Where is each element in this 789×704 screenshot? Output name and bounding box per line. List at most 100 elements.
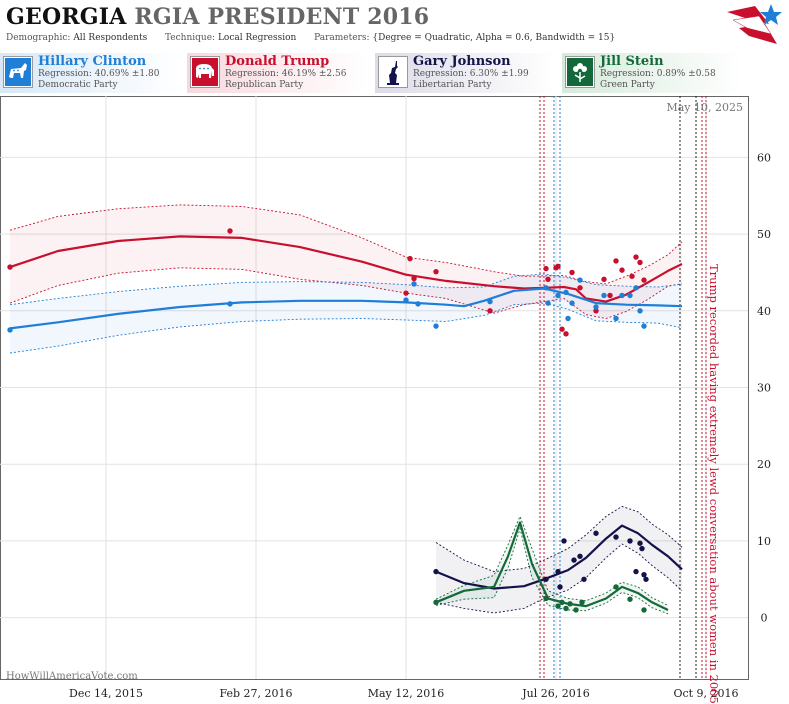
demographic-label: Demographic: bbox=[6, 33, 71, 43]
donald-trump-poll-point bbox=[411, 275, 417, 282]
jill-stein-poll-point bbox=[579, 599, 585, 605]
donald-trump-poll-point bbox=[629, 273, 635, 279]
donald-trump-poll-point bbox=[637, 259, 643, 266]
y-axis-ticks: 0 10 20 30 40 50 60 bbox=[757, 151, 771, 624]
hillary-clinton-poll-point bbox=[227, 301, 233, 307]
hillary-clinton-poll-point bbox=[555, 292, 561, 299]
hillary-clinton-poll-point bbox=[641, 323, 647, 329]
chart-date-label: May 10, 2025 bbox=[666, 101, 743, 114]
donald-trump-poll-point bbox=[633, 254, 639, 260]
jill-stein-upper-bound bbox=[435, 515, 669, 606]
gary-johnson-poll-point bbox=[561, 538, 567, 544]
technique-value: Local Regression bbox=[217, 33, 297, 43]
candidate-regression: Regression: 6.30% ±1.99 bbox=[413, 69, 529, 79]
hillary-clinton-poll-point bbox=[563, 289, 569, 296]
gary-johnson-poll-point bbox=[641, 571, 647, 578]
gary-johnson-poll-point bbox=[633, 568, 639, 575]
candidate-legend: Hillary Clinton Regression: 40.69% ±1.80… bbox=[0, 53, 789, 95]
title-state: GEORGIA bbox=[6, 4, 127, 30]
donald-trump-poll-point bbox=[407, 255, 413, 262]
jill-stein-poll-point bbox=[543, 595, 549, 602]
event-annotation: Trump recorded having extremely lewd con… bbox=[707, 264, 721, 704]
gary-johnson-poll-point bbox=[577, 553, 583, 559]
donald-trump-poll-point bbox=[543, 265, 549, 272]
demographic-value: All Respondents bbox=[73, 33, 148, 43]
donald-trump-upper-bound bbox=[9, 204, 683, 285]
hillary-clinton-poll-point bbox=[565, 315, 571, 322]
jill-stein-poll-point bbox=[573, 607, 579, 613]
candidate-party: Libertarian Party bbox=[413, 80, 492, 90]
gary-johnson-poll-point bbox=[593, 530, 599, 536]
donkey-icon bbox=[3, 56, 33, 88]
gary-johnson-upper-bound bbox=[435, 505, 683, 573]
hillary-clinton-poll-point bbox=[633, 285, 639, 291]
hillary-clinton-upper-bound bbox=[9, 273, 683, 306]
y-tick-label: 30 bbox=[757, 382, 771, 395]
y-tick-label: 60 bbox=[757, 151, 771, 164]
confidence-bands bbox=[9, 204, 683, 615]
x-tick-label: Jul 26, 2016 bbox=[521, 687, 590, 700]
poll-chart: 0 10 20 30 40 50 60 Dec 14, 2015 Feb 27, 2016 Ma… bbox=[0, 96, 771, 704]
hillary-clinton-poll-point bbox=[415, 301, 421, 307]
hillary-clinton-poll-point bbox=[637, 308, 643, 314]
jill-stein-poll-point bbox=[567, 601, 573, 607]
gary-johnson-poll-point bbox=[637, 540, 643, 546]
donald-trump-poll-point bbox=[569, 269, 575, 276]
parameters-value: {Degree = Quadratic, Alpha = 0.6, Bandwi… bbox=[372, 33, 616, 43]
donald-trump-poll-point bbox=[601, 276, 607, 283]
candidate-regression: Regression: 46.19% ±2.56 bbox=[225, 69, 347, 79]
hillary-clinton-poll-point bbox=[433, 323, 439, 329]
x-tick-label: May 12, 2016 bbox=[368, 687, 445, 700]
gary-johnson-poll-point bbox=[543, 576, 549, 582]
gary-johnson-poll-point bbox=[433, 568, 439, 575]
candidate-regression: Regression: 40.69% ±1.80 bbox=[38, 69, 160, 79]
jill-stein-poll-point bbox=[563, 605, 569, 612]
chart-header: GEORGIA RGIA PRESIDENT 2016 Demographic:… bbox=[0, 0, 789, 50]
hillary-clinton-poll-point bbox=[577, 277, 583, 283]
y-tick-label: 0 bbox=[761, 612, 768, 625]
hillary-clinton-band bbox=[10, 274, 682, 353]
gary-johnson-poll-point bbox=[581, 576, 587, 582]
donald-trump-poll-point bbox=[619, 267, 625, 273]
hillary-clinton-poll-point bbox=[601, 292, 607, 299]
parameters-line: Demographic: All Respondents Technique: … bbox=[6, 33, 615, 43]
gary-johnson-poll-point bbox=[643, 576, 649, 582]
gary-johnson-poll-point bbox=[555, 568, 561, 575]
hillary-clinton-poll-point bbox=[403, 297, 409, 303]
donald-trump-poll-point bbox=[403, 290, 409, 296]
candidate-card-trump: Donald Trump Regression: 46.19% ±2.56 Re… bbox=[187, 53, 367, 93]
watermark: HowWillAmericaVote.com bbox=[6, 671, 138, 682]
jill-stein-poll-point bbox=[555, 603, 561, 609]
gary-johnson-poll-point bbox=[557, 584, 563, 590]
donald-trump-poll-point bbox=[593, 308, 599, 314]
hillary-clinton-poll-point bbox=[593, 304, 599, 310]
liberty-statue-icon bbox=[378, 56, 408, 88]
candidate-name: Donald Trump bbox=[225, 54, 330, 69]
star-flag-logo-icon bbox=[727, 4, 782, 44]
gary-johnson-poll-point bbox=[639, 545, 645, 552]
grid bbox=[0, 96, 748, 679]
poll-points bbox=[7, 228, 649, 613]
candidate-regression: Regression: 0.89% ±0.58 bbox=[600, 69, 716, 79]
candidate-card-stein: Jill Stein Regression: 0.89% ±0.58 Green… bbox=[562, 53, 742, 93]
donald-trump-poll-point bbox=[433, 268, 439, 275]
donald-trump-poll-point bbox=[641, 277, 647, 283]
hillary-clinton-poll-point bbox=[569, 300, 575, 306]
gary-johnson-trend-line bbox=[435, 524, 683, 590]
donald-trump-poll-point bbox=[487, 308, 493, 314]
y-tick-label: 10 bbox=[757, 535, 771, 548]
x-tick-label: Feb 27, 2016 bbox=[219, 687, 292, 700]
y-tick-label: 20 bbox=[757, 458, 771, 471]
hillary-clinton-poll-point bbox=[487, 298, 493, 305]
hillary-clinton-poll-point bbox=[545, 300, 551, 306]
donald-trump-poll-point bbox=[563, 331, 569, 337]
jill-stein-poll-point bbox=[433, 599, 439, 605]
hillary-clinton-poll-point bbox=[619, 292, 625, 299]
elephant-icon bbox=[190, 56, 220, 88]
candidate-name: Gary Johnson bbox=[413, 54, 511, 69]
candidate-name: Hillary Clinton bbox=[38, 54, 147, 69]
donald-trump-poll-point bbox=[577, 285, 583, 291]
x-axis-ticks: Dec 14, 2015 Feb 27, 2016 May 12, 2016 Jul … bbox=[69, 687, 739, 700]
jill-stein-poll-point bbox=[613, 584, 619, 590]
donald-trump-poll-point bbox=[559, 326, 565, 332]
